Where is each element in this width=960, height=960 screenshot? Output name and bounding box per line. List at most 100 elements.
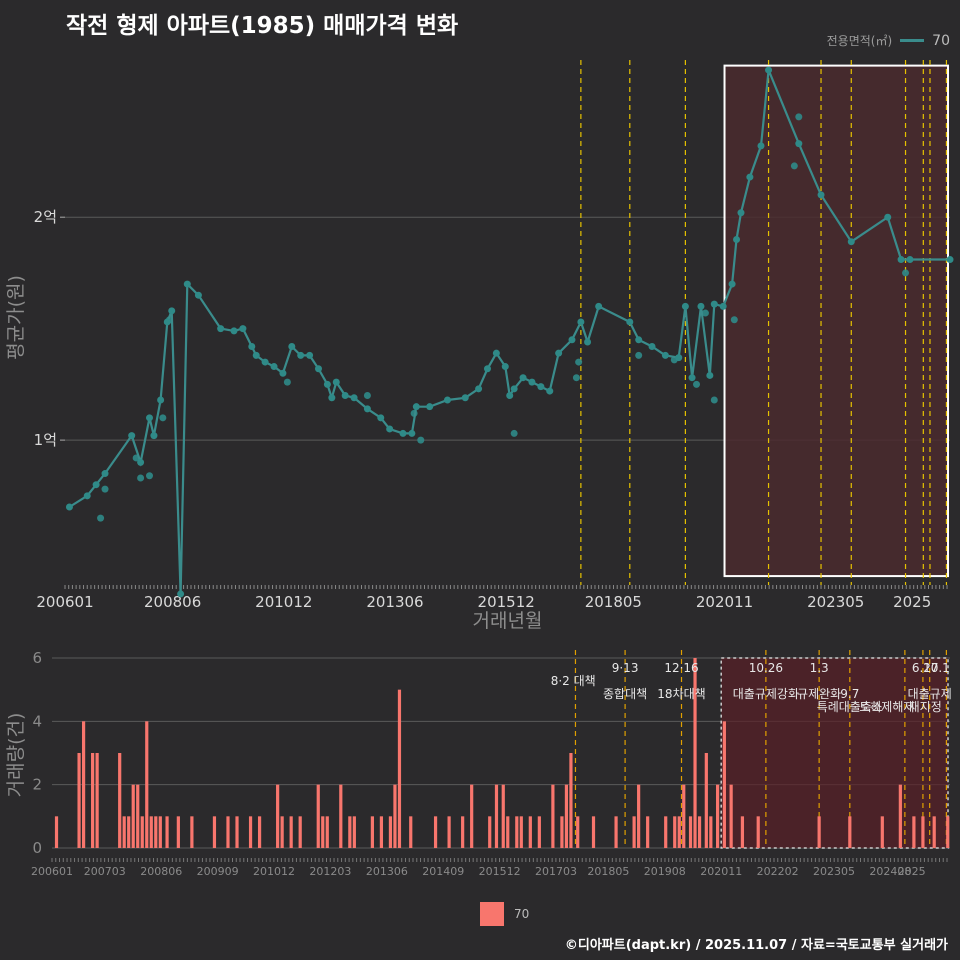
volume-bar [501,784,505,848]
data-point [728,280,736,288]
volume-bar [693,658,697,848]
volume-bar [664,816,668,848]
policy-annotation: 특례대출축소 [817,700,883,714]
data-point [795,140,803,148]
volume-bar [122,816,126,848]
volume-bar [932,816,936,848]
policy-annotation: 10.26 [749,661,783,675]
data-point [443,396,451,404]
data-point [765,66,773,74]
policy-annotation: 10.1 [923,661,950,675]
data-point [555,349,563,357]
data-point [681,302,689,310]
data-point [577,318,585,326]
data-point [97,514,105,522]
x-tick-label: 202305 [807,593,864,611]
volume-bar [564,784,569,848]
data-point [297,351,305,359]
volume-bar [740,816,745,848]
volume-bar [95,753,99,848]
volume-bar [235,816,239,848]
x-tick-label: 202305 [813,865,855,878]
volume-bar [673,816,677,848]
footer-credit: ©디아파트(dapt.kr) / 2025.11.07 / 자료=국토교통부 실… [564,938,948,953]
volume-bar [506,816,510,848]
data-point [230,327,238,335]
volume-bar [190,816,194,848]
data-point [648,342,656,350]
data-point [332,378,340,386]
data-point [730,316,738,324]
policy-annotation: 6.27 [912,661,939,675]
policy-annotation: 대출규제 [908,687,952,701]
volume-bar [433,816,438,848]
x-tick-label: 200601 [31,865,73,878]
volume-bar [704,753,708,848]
volume-bar [158,816,162,848]
policy-annotation: 12·16 [664,661,698,675]
y-tick-label: 0 [32,839,42,857]
x-tick-label: 201703 [535,865,577,878]
volume-bar [646,816,650,848]
data-point [595,302,603,310]
volume-bar [494,784,499,848]
volume-bar [388,816,393,848]
policy-annotation: 대출규제강화 [733,687,799,701]
data-point [168,307,176,315]
policy-annotation: 9·13 [612,661,639,675]
volume-bar [81,721,86,848]
legend-bottom: 70 [480,902,529,926]
data-point [252,351,260,359]
volume-bar [136,784,140,848]
volume-bar [716,784,720,848]
data-point [194,291,202,299]
data-point [399,429,407,437]
volume-bar [677,816,681,848]
volume-bar [145,721,149,848]
policy-annotation: 18차대책 [657,686,705,701]
volume-bar [379,816,384,848]
data-point [710,396,718,404]
volume-bar [470,784,474,848]
volume-bar [688,816,693,848]
data-point [417,436,425,444]
volume-bar [370,816,374,848]
volume-bar [248,816,253,848]
volume-bar [339,784,343,848]
volume-bar [537,816,541,848]
volume-bar [165,816,169,848]
data-point [65,503,73,511]
volume-bar [848,816,852,848]
data-point [584,338,592,346]
policy-annotation: 토허제해제 [859,700,914,714]
x-tick-label: 201203 [309,865,351,878]
data-point [697,302,705,310]
data-point [746,173,754,181]
data-point [101,485,109,493]
volume-bar [212,816,217,848]
volume-bar [722,721,726,848]
volume-bar [257,816,262,848]
data-point [510,385,518,393]
data-point [635,336,643,344]
y-axis-title: 평균가(원) [5,275,27,360]
data-point [528,378,536,386]
volume-bar [697,816,702,848]
volume-bar [682,784,686,848]
volume-bar [91,753,95,848]
x-tick-label: 2025 [893,593,931,611]
data-point [145,472,153,480]
data-point [675,354,683,362]
volume-bar [77,753,81,848]
volume-bar [729,784,733,848]
volume-bar [560,816,564,848]
data-point [128,432,136,440]
y-tick-label: 2억 [34,208,57,226]
legend-bar-swatch [480,902,504,926]
data-point [817,191,825,199]
volume-bar [397,689,402,848]
data-point [519,374,527,382]
volume-bar [709,816,713,848]
x-tick-label: 201306 [366,593,423,611]
data-point [572,374,580,382]
